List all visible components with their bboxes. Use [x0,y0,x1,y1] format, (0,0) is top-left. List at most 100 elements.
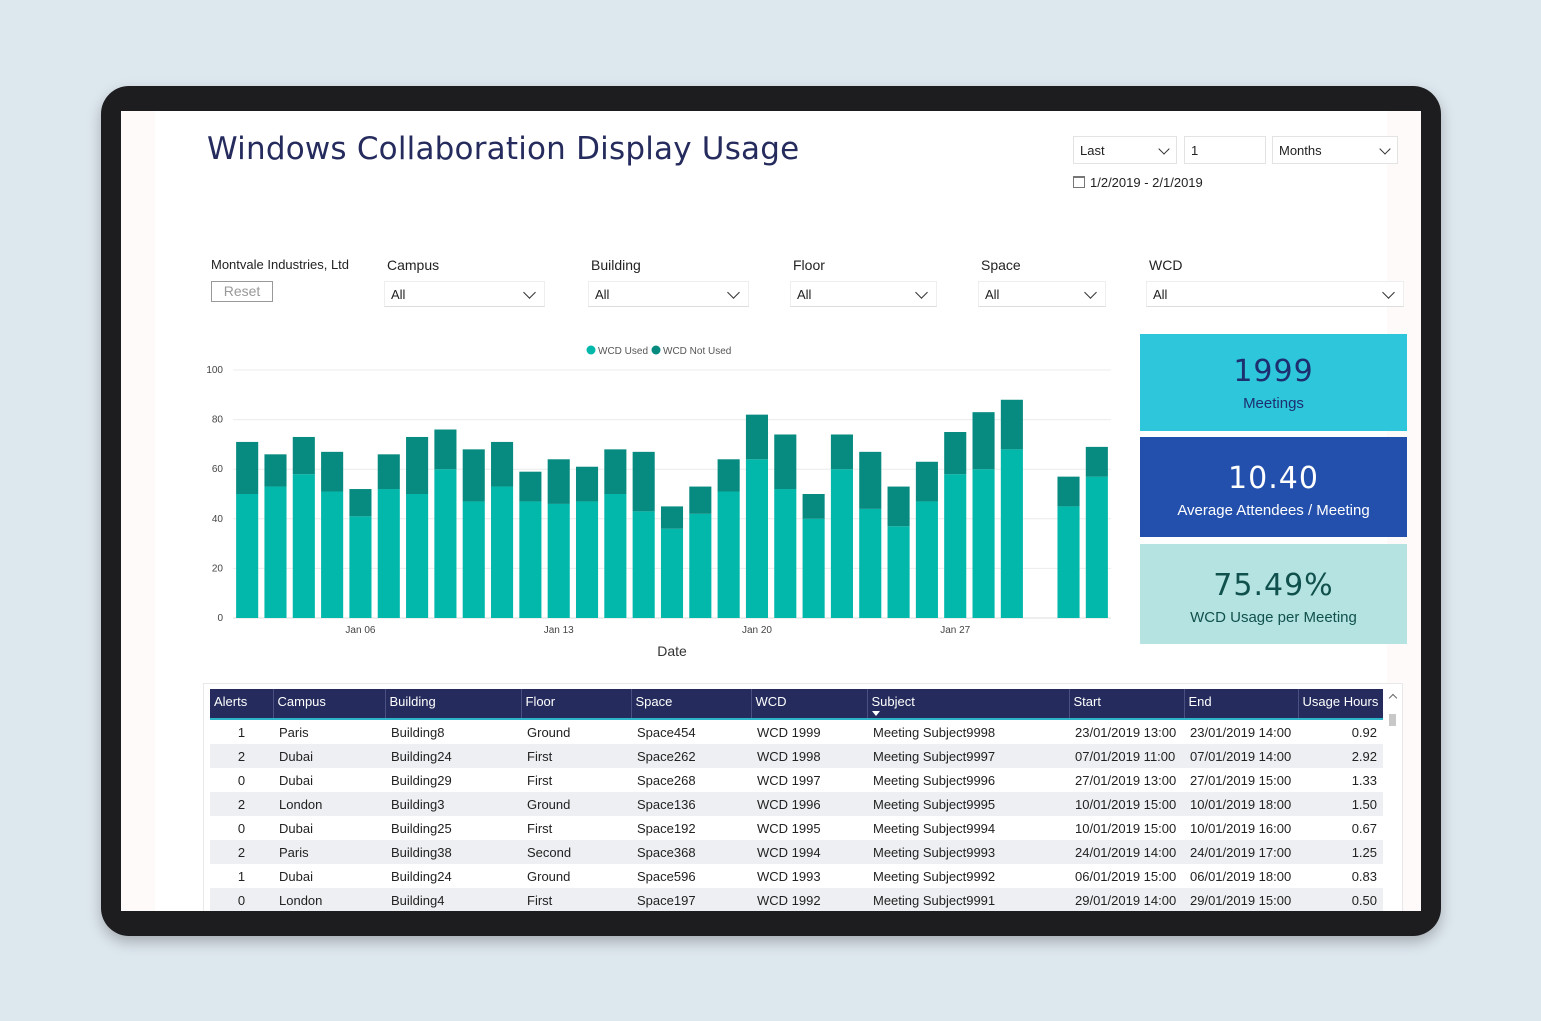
scroll-up-icon[interactable] [1388,693,1398,703]
x-tick-label: Jan 27 [940,625,970,636]
x-axis-label: Date [657,643,687,659]
date-unit-dropdown[interactable]: Months [1272,136,1398,164]
table-cell: 1.25 [1298,840,1383,864]
table-cell: Space596 [637,868,696,884]
table-cell: 2 [210,840,273,864]
bar-wcd-not-used [745,414,769,460]
table-row[interactable]: 2 Paris Building38 Second Space368 WCD 1994 Me… [210,840,1383,864]
sort-descending-icon[interactable] [871,711,880,716]
column-header-start[interactable]: Start [1068,689,1184,720]
table-cell: Building4 [385,888,521,911]
table-cell: Ground [527,724,571,740]
column-header-usage-hours[interactable]: Usage Hours [1297,689,1383,720]
table-row[interactable]: 2 Dubai Building24 First Space262 WCD 1998 Mee… [210,744,1383,768]
legend-label: WCD Not Used [663,346,731,357]
table-cell: Building24 [385,744,521,768]
usage-bar-chart[interactable]: WCD Used WCD Not Used 0 20 40 60 80 100 Jan 06 Ja… [203,333,1118,663]
reset-button[interactable]: Reset [211,281,273,302]
building-slicer[interactable]: All [588,281,749,307]
column-header-alerts[interactable]: Alerts [210,689,273,720]
column-header-wcd[interactable]: WCD [750,689,867,720]
bar-wcd-used [717,491,740,618]
table-cell: WCD 1994 [751,840,867,864]
column-header-campus[interactable]: Campus [272,689,385,720]
bar-wcd-used [462,501,485,618]
column-header-label: Campus [277,694,326,709]
space-slicer-label: Space [981,257,1021,273]
table-row[interactable]: 1 Paris Building8 Ground Space454 WCD 1999 Mee… [210,719,1383,744]
bar-wcd-used [519,501,542,618]
campus-slicer[interactable]: All [384,281,545,307]
x-tick-label: Jan 06 [345,625,375,636]
bar-wcd-used [434,469,457,618]
x-tick-label: Jan 13 [544,625,574,636]
y-tick-label: 40 [212,514,224,525]
table-row[interactable]: 2 London Building3 Ground Space136 WCD 1996 Me… [210,792,1383,816]
scroll-thumb[interactable] [1389,714,1396,726]
wcd-slicer[interactable]: All [1146,281,1404,307]
bar-wcd-not-used [462,449,485,502]
bar-wcd-not-used [406,436,429,494]
table-cell: Space262 [631,744,751,768]
avg-attendees-value: 10.40 [1228,461,1319,496]
bar-wcd-not-used [1085,446,1108,477]
bar-wcd-not-used [519,471,542,502]
space-slicer[interactable]: All [978,281,1106,307]
table-cell: Ground [527,868,571,884]
table-cell: 1.50 [1298,792,1383,816]
chevron-down-icon [1382,286,1395,299]
table-cell: Space368 [631,840,751,864]
table-row[interactable]: 0 Dubai Building25 First Space192 WCD 1995 Mee… [210,816,1383,840]
bar-wcd-not-used [1057,476,1080,507]
floor-slicer[interactable]: All [790,281,937,307]
table-cell: 1.33 [1351,772,1377,788]
table-cell: WCD 1995 [757,820,821,836]
column-header-subject[interactable]: Subject [866,689,1069,720]
table-cell: First [527,772,553,788]
column-header-end[interactable]: End [1183,689,1298,720]
date-count-input[interactable]: 1 [1184,136,1266,164]
table-cell: Meeting Subject9998 [873,724,996,740]
table-cell: Space192 [637,820,696,836]
table-cell: WCD 1992 [751,888,867,911]
bar-wcd-used [632,511,655,618]
meetings-value: 1999 [1233,354,1314,389]
table-cell: Ground [521,792,631,816]
meetings-table: Alerts Campus Building Floor Space WCD Subject… [210,689,1383,911]
table-cell: Building8 [391,724,445,740]
calendar-icon[interactable] [1073,176,1085,188]
column-header-label: Usage Hours [1302,694,1379,709]
column-header-space[interactable]: Space [630,689,751,720]
table-cell: London [273,792,385,816]
avg-attendees-card: 10.40 Average Attendees / Meeting [1140,437,1407,537]
report-screen: Windows Collaboration Display Usage Last… [121,111,1421,911]
bar-wcd-used [377,489,400,618]
wcd-slicer-label: WCD [1149,257,1183,273]
table-cell: Meeting Subject9997 [867,744,1069,768]
bar-wcd-not-used [830,434,853,470]
table-row[interactable]: 1 Dubai Building24 Ground Space596 WCD 1993 Me… [210,864,1383,888]
table-cell: Meeting Subject9993 [867,840,1069,864]
table-cell: 10/01/2019 15:00 [1069,792,1184,816]
table-row[interactable]: 0 Dubai Building29 First Space268 WCD 1997 Mee… [210,768,1383,792]
table-scrollbar[interactable] [1388,689,1398,911]
table-cell: 0 [237,820,246,836]
floor-slicer-value: All [797,287,812,302]
table-row[interactable]: 0 London Building4 First Space197 WCD 1992 Mee… [210,888,1383,911]
column-header-building[interactable]: Building [384,689,521,720]
meetings-card: 1999 Meetings [1140,334,1407,431]
bar-wcd-not-used [321,451,344,492]
column-header-floor[interactable]: Floor [520,689,631,720]
bar-wcd-used [660,528,684,618]
bar-wcd-used [1000,449,1023,618]
table-cell: London [273,888,385,911]
table-cell: Building25 [391,820,452,836]
table-cell: Meeting Subject9992 [873,868,996,884]
table-cell: WCD 1998 [751,744,867,768]
bar-wcd-used [802,518,825,618]
table-cell: 10/01/2019 15:00 [1075,820,1177,836]
table-cell: 1 [237,868,246,884]
date-mode-dropdown[interactable]: Last [1073,136,1177,164]
table-cell: 23/01/2019 14:00 [1190,724,1292,740]
campus-slicer-label: Campus [387,257,440,273]
